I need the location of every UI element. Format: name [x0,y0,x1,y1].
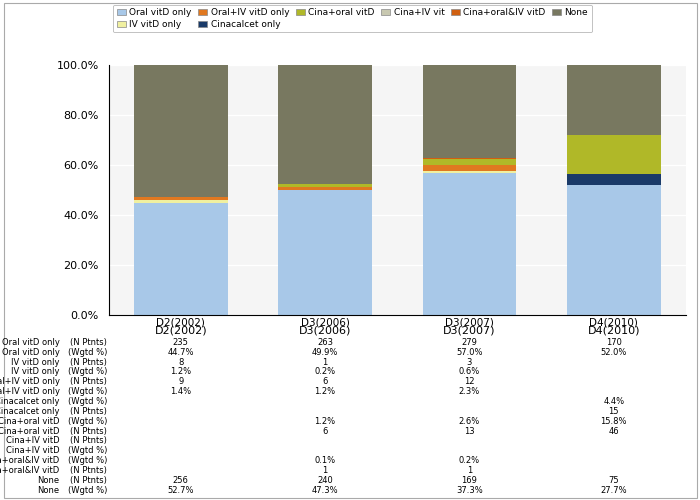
Text: 0.2%: 0.2% [459,456,480,465]
Text: 52.7%: 52.7% [167,486,194,494]
Text: (N Ptnts): (N Ptnts) [70,338,107,347]
Text: (N Ptnts): (N Ptnts) [70,426,107,436]
Text: 170: 170 [606,338,622,347]
Text: 15.8%: 15.8% [601,416,627,426]
Text: Oral+IV vitD only: Oral+IV vitD only [0,387,60,396]
Text: 169: 169 [461,476,477,484]
Bar [278,65,372,184]
Text: 240: 240 [317,476,333,484]
Text: IV vitD only: IV vitD only [11,368,60,376]
Text: None: None [37,486,60,494]
Bar [567,65,661,134]
Text: (Wgtd %): (Wgtd %) [68,387,107,396]
Text: (N Ptnts): (N Ptnts) [70,436,107,446]
Text: 2.6%: 2.6% [458,416,480,426]
Text: 1.2%: 1.2% [314,387,335,396]
Bar [278,186,372,190]
Text: 9: 9 [178,378,183,386]
Text: (Wgtd %): (Wgtd %) [68,397,107,406]
Text: 1: 1 [323,466,328,475]
Text: (Wgtd %): (Wgtd %) [68,348,107,357]
Bar [423,158,517,159]
Text: 279: 279 [461,338,477,347]
Text: 8: 8 [178,358,183,366]
Text: 0.6%: 0.6% [458,368,480,376]
Bar [134,203,228,315]
Text: 235: 235 [173,338,188,347]
Bar [423,65,517,158]
Text: 1: 1 [467,466,472,475]
Bar [567,174,661,185]
Text: (N Ptnts): (N Ptnts) [70,466,107,475]
Text: D3(2006): D3(2006) [300,318,349,328]
Bar [423,159,517,165]
Text: (N Ptnts): (N Ptnts) [70,476,107,484]
Text: 1.4%: 1.4% [170,387,191,396]
Bar [423,165,517,171]
Text: D3(2007): D3(2007) [445,318,494,328]
Text: 2.3%: 2.3% [458,387,480,396]
Text: 37.3%: 37.3% [456,486,483,494]
Text: (Wgtd %): (Wgtd %) [68,368,107,376]
Text: Cina+oral vitD: Cina+oral vitD [0,416,60,426]
Text: (N Ptnts): (N Ptnts) [70,378,107,386]
Text: Cina+oral&IV vitD: Cina+oral&IV vitD [0,466,60,475]
Text: 75: 75 [608,476,619,484]
Text: (N Ptnts): (N Ptnts) [70,358,107,366]
Text: Cina+oral vitD: Cina+oral vitD [0,426,60,436]
Text: 46: 46 [608,426,619,436]
Text: (Wgtd %): (Wgtd %) [68,486,107,494]
Text: 0.2%: 0.2% [314,368,335,376]
Bar [278,184,372,186]
Text: 256: 256 [173,476,188,484]
Text: 44.7%: 44.7% [167,348,194,357]
Text: Oral vitD only: Oral vitD only [1,348,60,357]
Text: 6: 6 [323,426,328,436]
Text: (Wgtd %): (Wgtd %) [68,416,107,426]
Legend: Oral vitD only, IV vitD only, Oral+IV vitD only, Cinacalcet only, Cina+oral vitD: Oral vitD only, IV vitD only, Oral+IV vi… [113,4,592,32]
Text: D4(2010): D4(2010) [589,318,638,328]
Text: Oral vitD only: Oral vitD only [1,338,60,347]
Text: IV vitD only: IV vitD only [11,358,60,366]
Bar [567,185,661,315]
Text: 27.7%: 27.7% [601,486,627,494]
Text: 47.3%: 47.3% [312,486,338,494]
Text: 263: 263 [317,338,333,347]
Text: 6: 6 [323,378,328,386]
Text: (N Ptnts): (N Ptnts) [70,407,107,416]
Text: None: None [37,476,60,484]
Text: (Wgtd %): (Wgtd %) [68,446,107,455]
Bar [567,134,661,174]
Text: 15: 15 [608,407,619,416]
Text: D2(2002): D2(2002) [156,318,205,328]
Bar [134,200,228,203]
Text: 57.0%: 57.0% [456,348,483,357]
Text: 1: 1 [323,358,328,366]
Bar [278,190,372,315]
Text: (Wgtd %): (Wgtd %) [68,456,107,465]
Text: Cina+IV vitD: Cina+IV vitD [6,436,60,446]
Text: 52.0%: 52.0% [601,348,627,357]
Text: 13: 13 [464,426,475,436]
Text: 49.9%: 49.9% [312,348,338,357]
Bar [423,171,517,172]
Text: 3: 3 [467,358,472,366]
Text: Oral+IV vitD only: Oral+IV vitD only [0,378,60,386]
Bar [134,196,228,200]
Text: 1.2%: 1.2% [314,416,335,426]
Text: 12: 12 [464,378,475,386]
Text: 1.2%: 1.2% [170,368,191,376]
Text: Cina+oral&IV vitD: Cina+oral&IV vitD [0,456,60,465]
Text: 4.4%: 4.4% [603,397,624,406]
Text: 0.1%: 0.1% [314,456,335,465]
Text: Cinacalcet only: Cinacalcet only [0,397,60,406]
Bar [134,65,228,196]
Text: Cina+IV vitD: Cina+IV vitD [6,446,60,455]
Text: Cinacalcet only: Cinacalcet only [0,407,60,416]
Bar [423,172,517,315]
